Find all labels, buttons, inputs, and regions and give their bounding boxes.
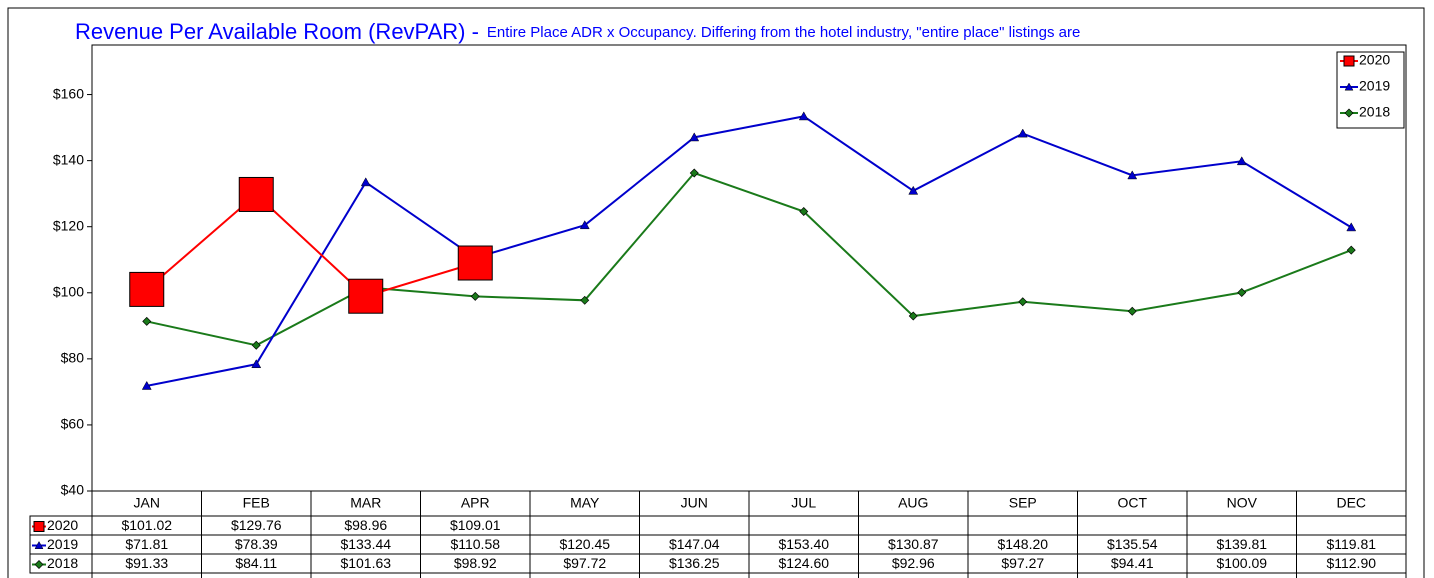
marker (1346, 245, 1356, 255)
y-tick-label: $140 (53, 151, 84, 167)
marker (1344, 108, 1354, 118)
title: Revenue Per Available Room (RevPAR) - (75, 19, 479, 44)
marker (360, 177, 371, 187)
table-value: $130.87 (888, 536, 939, 552)
chart-border (7, 7, 1425, 578)
marker (1237, 287, 1247, 297)
legend-label: 2018 (1359, 104, 1390, 120)
series-line (146, 115, 1352, 387)
table-value: $94.41 (1111, 555, 1154, 571)
y-tick-label: $120 (53, 217, 84, 233)
table-value: $136.25 (669, 555, 720, 571)
table-value: $100.09 (1216, 555, 1267, 571)
table-value: $78.39 (235, 536, 278, 552)
table-value: $98.96 (344, 517, 387, 533)
x-tick-label: NOV (1227, 495, 1258, 511)
table-value: $97.72 (563, 555, 606, 571)
table-row-label: 2020 (47, 517, 78, 533)
marker (579, 220, 590, 230)
marker (1344, 82, 1354, 91)
marker (129, 271, 165, 307)
plot-area (91, 44, 1407, 492)
legend-label: 2020 (1359, 52, 1390, 68)
marker (457, 245, 493, 281)
table-value: $112.90 (1326, 555, 1376, 571)
marker (142, 316, 152, 326)
marker (799, 207, 809, 217)
x-tick-label: JUL (791, 495, 816, 511)
marker (141, 380, 152, 390)
marker (1236, 156, 1247, 166)
marker (1127, 306, 1137, 316)
marker (580, 295, 590, 305)
table-value: $91.33 (125, 555, 168, 571)
table-row (29, 553, 1407, 574)
table-value: $119.81 (1326, 536, 1376, 552)
y-tick-label: $160 (53, 85, 84, 101)
table-value: $147.04 (669, 536, 720, 552)
table-value: $129.76 (231, 517, 282, 533)
marker (1017, 128, 1028, 138)
table-value: $97.27 (1001, 555, 1044, 571)
table-value: $153.40 (778, 536, 829, 552)
x-tick-label: DEC (1336, 495, 1366, 511)
marker (238, 176, 274, 212)
x-tick-label: OCT (1117, 495, 1147, 511)
table-value: $92.96 (892, 555, 935, 571)
chart-title: Revenue Per Available Room (RevPAR) - Ent… (75, 19, 1080, 44)
table-value: $71.81 (125, 536, 168, 552)
x-tick-label: MAY (570, 495, 600, 511)
x-tick-label: JUN (681, 495, 708, 511)
table-value: $84.11 (235, 555, 277, 571)
x-tick-label: JAN (134, 495, 160, 511)
x-tick-label: MAR (350, 495, 381, 511)
y-tick-label: $80 (61, 350, 85, 366)
marker (908, 311, 918, 321)
table-row-label: 2018 (47, 555, 78, 571)
table-value: $101.02 (121, 517, 172, 533)
marker (34, 540, 44, 549)
subtitle: Entire Place ADR x Occupancy. Differing … (487, 24, 1080, 41)
table-row-label: 2019 (47, 536, 78, 552)
series-line (146, 171, 1352, 347)
marker (908, 185, 919, 195)
table-value: $139.81 (1216, 536, 1267, 552)
table-value: $98.92 (454, 555, 497, 571)
marker (33, 521, 45, 532)
marker (251, 359, 262, 369)
marker (348, 278, 384, 314)
y-tick-label: $60 (61, 416, 85, 432)
y-tick-label: $40 (61, 482, 85, 498)
marker (34, 560, 44, 569)
x-tick-label: SEP (1009, 495, 1037, 511)
legend-label: 2019 (1359, 78, 1390, 94)
table-value: $109.01 (450, 517, 501, 533)
marker (689, 132, 700, 142)
table-value: $135.54 (1107, 536, 1158, 552)
table-value: $133.44 (340, 536, 391, 552)
marker (689, 168, 699, 178)
table-value: $110.58 (450, 536, 500, 552)
marker (251, 340, 261, 350)
marker (1346, 222, 1357, 232)
x-tick-label: APR (461, 495, 490, 511)
table-value: $101.63 (340, 555, 391, 571)
table-value: $124.60 (778, 555, 829, 571)
marker (798, 111, 809, 121)
marker (1127, 170, 1138, 180)
series-line (146, 193, 476, 298)
x-tick-label: FEB (243, 495, 270, 511)
y-tick-label: $100 (53, 283, 84, 299)
table-value: $120.45 (559, 536, 610, 552)
table-value: $148.20 (997, 536, 1048, 552)
marker (470, 291, 480, 301)
marker (1018, 297, 1028, 307)
marker (1343, 55, 1355, 67)
x-tick-label: AUG (898, 495, 928, 511)
